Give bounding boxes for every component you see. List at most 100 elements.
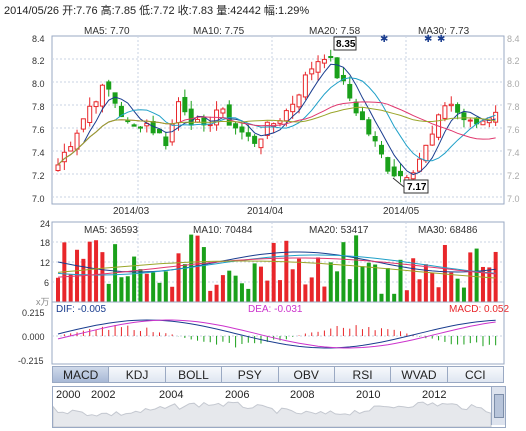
candle-body <box>137 126 143 129</box>
price-panel-frame <box>51 35 505 205</box>
volume-bar <box>144 273 149 302</box>
volume-bar <box>487 267 492 302</box>
candle-body <box>493 111 499 123</box>
timeline-range-handle[interactable] <box>491 387 505 425</box>
candle-body <box>359 111 365 121</box>
tab-obv[interactable]: OBV <box>278 366 335 383</box>
macd-bar <box>323 330 325 336</box>
price-ytick-right: 7.2 <box>507 171 520 181</box>
tab-boll[interactable]: BOLL <box>165 366 223 383</box>
candle-body <box>328 56 334 59</box>
timeline-year: 2000 <box>56 389 81 401</box>
macd-bar <box>457 336 459 345</box>
price-ytick: 7.8 <box>32 102 45 112</box>
candle-body <box>264 121 270 136</box>
macd-bar <box>165 333 167 336</box>
volume-bar <box>461 287 466 302</box>
volume-bar <box>87 241 92 302</box>
ma30-label: MA30: 7.73 <box>418 26 470 37</box>
grip-icon[interactable] <box>494 394 504 418</box>
tab-wvad[interactable]: WVAD <box>391 366 448 383</box>
macd-bar <box>254 336 256 344</box>
macd-bar <box>419 336 421 337</box>
volume-bar <box>125 276 130 302</box>
candle-body <box>252 135 258 144</box>
candle-body <box>233 123 239 129</box>
volume-bar <box>347 279 352 302</box>
price-ytick-right: 7.4 <box>507 148 520 158</box>
volume-bar <box>354 235 359 302</box>
tab-rsi[interactable]: RSI <box>334 366 392 383</box>
volume-bar <box>227 270 232 302</box>
macd-panel-frame <box>51 301 505 365</box>
macd-bar <box>133 330 135 336</box>
volume-ma-lines <box>57 251 496 279</box>
macd-bar <box>158 332 160 336</box>
macd-bar <box>311 332 313 336</box>
macd-bar <box>355 325 357 336</box>
macd-bar <box>152 332 154 336</box>
volume-bar <box>163 271 168 302</box>
volume-bar <box>132 256 137 302</box>
candles <box>55 49 499 188</box>
candle-body <box>74 132 80 150</box>
tab-macd[interactable]: MACD <box>52 366 110 383</box>
volume-bar <box>252 263 257 302</box>
candle-body <box>163 136 169 147</box>
macd-bar <box>279 336 281 341</box>
macd-bar <box>336 325 338 336</box>
volume-bar <box>119 277 124 302</box>
dif-label: DIF: -0.005 <box>56 304 107 315</box>
event-marker-icon[interactable]: ✱ <box>380 34 388 45</box>
volume-bar <box>170 286 175 302</box>
candle-body <box>80 118 86 130</box>
vol-ytick: 6 <box>44 278 50 288</box>
price-ytick: 7.6 <box>32 125 45 135</box>
price-ytick: 8.0 <box>32 79 45 89</box>
macd-bar <box>285 336 287 340</box>
macd-bar <box>146 327 148 336</box>
volume-bar <box>316 257 321 302</box>
macd-bar <box>298 335 300 336</box>
timeline-year: 2008 <box>290 389 315 401</box>
candle-body <box>226 104 232 126</box>
vol-ytick: 18 <box>40 238 51 248</box>
macd-bar <box>380 328 382 336</box>
volume-bar <box>182 264 187 302</box>
macd-bar <box>114 324 116 336</box>
volume-bar <box>265 280 270 302</box>
ma10-label: MA10: 7.75 <box>193 26 245 37</box>
price-ytick: 7.2 <box>32 171 45 181</box>
candle-body <box>347 83 353 99</box>
volume-bar <box>480 266 485 302</box>
tab-kdj[interactable]: KDJ <box>109 366 166 383</box>
candle-body <box>131 124 137 127</box>
candle-body <box>55 164 61 172</box>
price-ytick: 7.4 <box>32 148 45 158</box>
tab-cci[interactable]: CCI <box>447 366 504 383</box>
macd-bar <box>190 336 192 340</box>
volume-ma-line <box>57 257 496 278</box>
event-marker-icon[interactable]: ✱ <box>424 34 432 45</box>
ma-line <box>57 77 496 166</box>
event-marker-icon[interactable]: ✱ <box>437 34 445 45</box>
candle-body <box>201 117 207 126</box>
ma-line <box>57 63 496 176</box>
tab-psy[interactable]: PSY <box>222 366 279 383</box>
macd-bar <box>317 331 319 336</box>
candle-body <box>302 74 308 98</box>
macd-bar <box>266 336 268 342</box>
macd-bar <box>361 329 363 336</box>
candle-body <box>467 119 473 122</box>
macd-bar <box>495 336 497 346</box>
volume-bar <box>258 266 263 302</box>
volume-bar <box>379 293 384 302</box>
timeline-navigator[interactable]: 2000 2002 2004 2006 2008 2010 2012 <box>52 386 506 428</box>
candle-body <box>220 108 226 114</box>
candle-body <box>176 101 182 124</box>
candle-body <box>385 157 391 172</box>
macd-bar <box>431 336 433 339</box>
candle-body <box>417 158 423 172</box>
price-xlabel: 2014/03 <box>113 206 150 217</box>
price-ytick-right: 7.8 <box>507 102 520 112</box>
